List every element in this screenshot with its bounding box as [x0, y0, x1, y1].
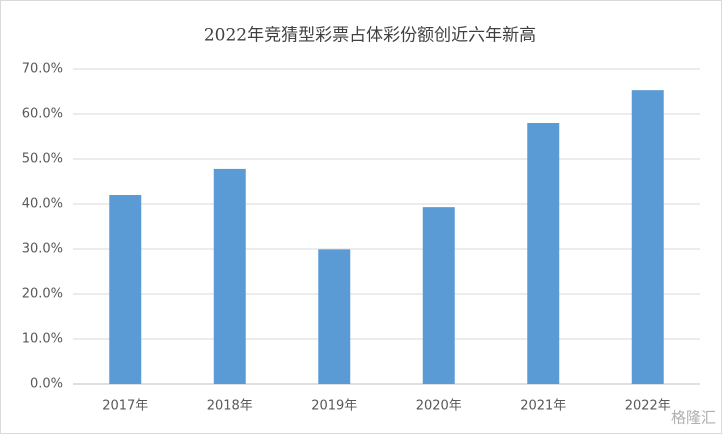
x-tick-label: 2017年 — [102, 399, 148, 414]
bar — [109, 195, 142, 384]
y-tick-label: 70.0% — [22, 62, 63, 77]
y-tick-label: 50.0% — [22, 152, 63, 167]
x-tick-label: 2021年 — [520, 399, 566, 414]
x-tick-label: 2018年 — [207, 399, 253, 414]
watermark: 格隆汇 — [671, 409, 716, 427]
bar — [527, 123, 560, 384]
y-tick-label: 30.0% — [22, 242, 63, 257]
x-tick-label: 2022年 — [625, 399, 671, 414]
x-tick-label: 2019年 — [311, 399, 357, 414]
bar — [213, 168, 246, 384]
bar — [318, 249, 351, 384]
y-tick-label: 60.0% — [22, 107, 63, 122]
y-tick-label: 20.0% — [22, 287, 63, 302]
chart-title: 2022年竞猜型彩票占体彩份额创近六年新高 — [204, 26, 536, 46]
y-tick-label: 40.0% — [22, 197, 63, 212]
x-tick-label: 2020年 — [416, 399, 462, 414]
y-tick-label: 10.0% — [22, 332, 63, 347]
y-tick-label: 0.0% — [30, 377, 63, 392]
bar — [422, 207, 455, 384]
bar — [631, 90, 664, 385]
